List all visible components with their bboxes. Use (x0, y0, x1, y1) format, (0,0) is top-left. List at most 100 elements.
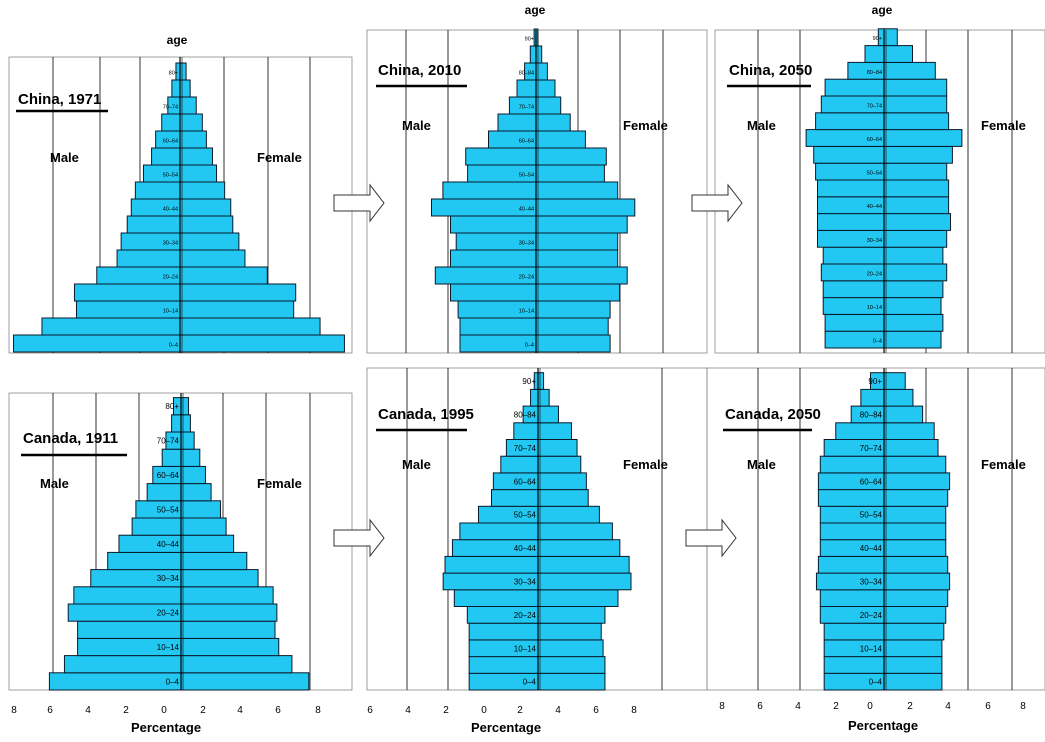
age-tick-label: 90+ (873, 36, 882, 42)
bar-female (535, 181, 619, 200)
bar-male (824, 313, 885, 332)
male-label: Male (402, 457, 431, 472)
bar-male (813, 145, 885, 164)
bar-male (161, 448, 182, 467)
female-label: Female (623, 118, 668, 133)
age-tick-label: 50–54 (867, 171, 882, 177)
bar-female (179, 232, 240, 251)
x-tick-label: 4 (555, 705, 561, 716)
bar-male (823, 622, 885, 641)
bar-male (817, 555, 885, 574)
bar-male (116, 249, 181, 268)
bar-female (537, 606, 606, 624)
right-arrow-icon (691, 183, 743, 223)
bar-female (883, 263, 948, 282)
bar-female (883, 213, 951, 231)
bar-female (179, 249, 246, 268)
bar-female (179, 164, 218, 183)
x-tick-label: 2 (123, 705, 129, 716)
age-tick-label: 40–44 (860, 544, 883, 553)
x-tick-label: 8 (719, 701, 725, 712)
age-tick-label: 50–54 (157, 505, 180, 514)
bar-female (535, 317, 609, 336)
age-tick-label: 10–14 (514, 644, 537, 653)
female-label: Female (623, 457, 668, 472)
age-tick-label: 40–44 (519, 207, 534, 213)
bar-female (883, 78, 948, 97)
bar-female (883, 330, 942, 349)
x-tick-label: 8 (11, 705, 17, 716)
chart-title: Canada, 1911 (23, 430, 118, 447)
bar-female (180, 465, 206, 485)
age-tick-label: 60–64 (163, 139, 178, 145)
pyramid-panel: 0–4 10–14 20–24 30–34 40–44 50–54 60–64 70–74 80… (8, 33, 353, 354)
age-tick-label: 0–4 (525, 343, 534, 349)
age-tick-label: 80–84 (860, 410, 883, 419)
bar-female (179, 198, 232, 217)
bar-male (444, 555, 539, 574)
bar-female (883, 455, 947, 474)
bar-male (491, 489, 539, 507)
bar-female (180, 500, 221, 519)
bar-female (883, 522, 947, 541)
bar-female (535, 113, 571, 132)
x-tick-label: 8 (631, 705, 637, 716)
bar-female (537, 455, 582, 474)
age-tick-label: 40–44 (514, 544, 537, 553)
age-axis-label: age (167, 33, 188, 47)
bar-male (468, 656, 539, 674)
bar-female (883, 405, 924, 424)
bar-female (883, 179, 950, 198)
x-tick-label: 6 (593, 705, 599, 716)
bar-male (131, 517, 182, 536)
bar-male (516, 79, 537, 98)
male-label: Male (402, 118, 431, 133)
bar-female (535, 232, 619, 251)
x-tick-label: 2 (443, 705, 449, 716)
age-tick-label: 90+ (525, 37, 534, 43)
bar-male (151, 147, 181, 166)
age-tick-label: 10–14 (163, 309, 178, 315)
bar-female (179, 62, 187, 81)
age-tick-label: 60–64 (519, 139, 534, 145)
bar-female (883, 672, 943, 691)
x-tick-label: 6 (367, 705, 373, 716)
bar-male (529, 45, 537, 64)
bar-female (180, 637, 280, 657)
bar-male (450, 249, 537, 268)
x-tick-label: 6 (985, 701, 991, 712)
bar-female (537, 656, 606, 674)
age-tick-label: 20–24 (867, 271, 882, 277)
male-label: Male (40, 476, 69, 491)
chart-title: Canada, 2050 (725, 406, 821, 423)
age-tick-label: 70–74 (514, 444, 537, 453)
female-label: Female (257, 476, 302, 491)
age-tick-label: 0–4 (169, 343, 178, 349)
right-arrow-icon (685, 518, 737, 558)
bar-female (179, 215, 234, 234)
bar-female (180, 483, 212, 502)
bar-male (107, 551, 182, 571)
age-tick-label: 10–14 (867, 305, 882, 311)
bar-female (179, 300, 295, 319)
bar-female (883, 572, 951, 591)
bar-female (535, 96, 562, 115)
bar-female (179, 334, 345, 353)
bar-female (180, 586, 274, 605)
x-tick-label: 2 (517, 705, 523, 716)
bar-female (883, 639, 943, 658)
x-tick-label: 0 (867, 701, 873, 712)
female-label: Female (981, 118, 1026, 133)
bar-male (171, 414, 182, 433)
bar-female (180, 655, 293, 674)
bar-female (179, 181, 226, 200)
bar-male (822, 280, 885, 299)
bar-male (822, 246, 885, 265)
bar-male (835, 422, 885, 440)
x-axis-label: Percentage (471, 720, 541, 735)
x-tick-label: 4 (405, 705, 411, 716)
age-tick-label: 0–4 (869, 678, 883, 687)
bar-male (513, 422, 539, 440)
bar-female (180, 414, 191, 433)
